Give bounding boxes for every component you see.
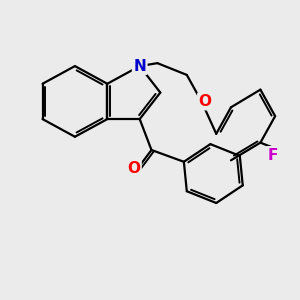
Text: O: O xyxy=(127,161,140,176)
Text: N: N xyxy=(133,58,146,74)
Text: O: O xyxy=(199,94,212,109)
Text: F: F xyxy=(268,148,278,163)
